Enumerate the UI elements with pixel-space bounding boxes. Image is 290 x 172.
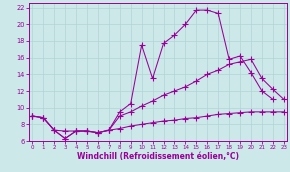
X-axis label: Windchill (Refroidissement éolien,°C): Windchill (Refroidissement éolien,°C) bbox=[77, 152, 239, 161]
